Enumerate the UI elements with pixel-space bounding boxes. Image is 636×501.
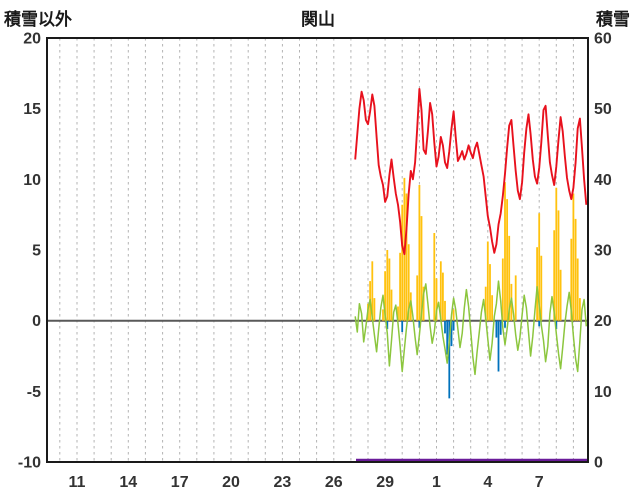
left-axis-tick: 10 [23, 172, 41, 189]
left-axis-tick: 5 [32, 243, 41, 260]
right-axis-tick: 40 [594, 172, 612, 189]
x-axis-tick: 14 [119, 474, 137, 491]
right-axis-tick: 30 [594, 243, 612, 260]
right-axis-tick: 10 [594, 384, 612, 401]
left-axis-tick: -5 [27, 384, 41, 401]
x-axis-tick: 17 [171, 474, 189, 491]
right-axis-title: 積雪 [596, 10, 630, 29]
right-axis-tick: 0 [594, 455, 603, 472]
left-axis-title: 積雪以外 [4, 10, 72, 29]
x-axis-tick: 1 [432, 474, 441, 491]
left-axis-tick: 0 [32, 313, 41, 330]
chart-title: 関山 [301, 10, 335, 29]
left-axis-tick: 20 [23, 31, 41, 48]
x-axis-tick: 26 [325, 474, 343, 491]
x-axis-tick: 7 [535, 474, 544, 491]
plot-border [46, 37, 589, 463]
right-axis-tick: 20 [594, 313, 612, 330]
green-line [354, 280, 588, 376]
left-axis-tick: -10 [18, 455, 41, 472]
x-axis-tick: 29 [376, 474, 394, 491]
left-axis-tick: 15 [23, 101, 41, 118]
x-axis-tick: 20 [222, 474, 240, 491]
x-axis-tick: 4 [483, 474, 492, 491]
right-axis-tick: 50 [594, 101, 612, 118]
red-line [354, 87, 588, 256]
x-axis-tick: 11 [69, 474, 86, 491]
right-axis-tick: 60 [594, 31, 612, 48]
x-axis-tick: 23 [274, 474, 292, 491]
